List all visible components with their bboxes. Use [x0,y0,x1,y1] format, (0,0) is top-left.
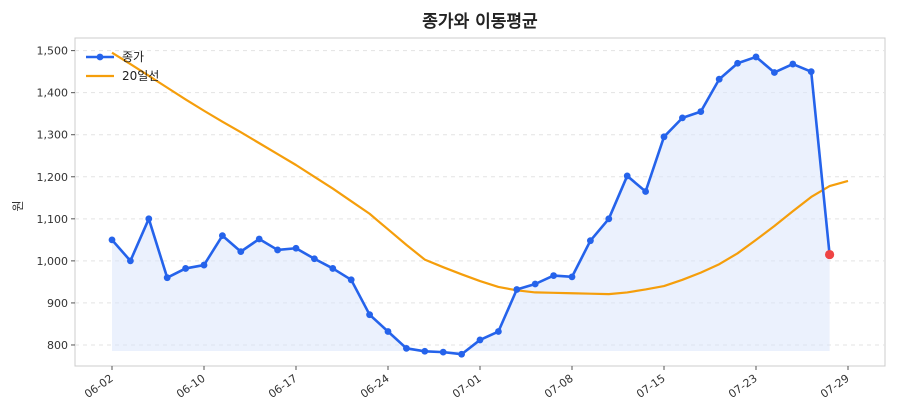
chart-title: 종가와 이동평균 [422,12,538,32]
close-point [439,348,447,356]
ma20-line [111,51,849,296]
close-point [752,53,760,61]
legend: 종가 20일선 [86,50,159,83]
close-point [734,59,741,67]
close-point [789,60,797,68]
x-tick-label: 07-23 [726,372,760,401]
close-point [697,108,705,115]
y-tick-label: 900 [47,297,68,310]
close-point [476,336,484,344]
close-point [403,344,410,352]
close-point [311,255,318,263]
y-tick-label: 800 [47,339,68,352]
close-point [108,236,116,244]
y-tick-label: 1,200 [37,171,69,184]
close-point [126,257,134,265]
y-tick-label: 1,100 [37,213,69,226]
close-point [421,347,429,355]
close-point [715,75,723,83]
close-point [366,311,373,319]
close-point [274,246,281,254]
close-point [771,69,778,76]
close-point [237,248,245,256]
x-tick-label: 07-08 [542,372,576,401]
plot-area: 800 900 1,000 1,100 1,200 1,300 1,400 1,500 06-0… [37,37,886,401]
x-tick-label: 06-24 [358,372,392,401]
x-tick-label: 07-29 [818,372,852,401]
last-close-point [825,249,835,260]
close-point [660,133,668,141]
close-point [292,244,300,252]
x-tick-label: 07-01 [450,372,484,401]
close-point [145,215,153,223]
close-point [495,328,502,335]
close-point [458,350,465,358]
close-area-fill [112,56,830,355]
close-point [347,276,355,284]
legend-close-marker [96,53,104,61]
y-tick-label: 1,300 [37,129,69,142]
close-point [679,114,686,122]
close-point [550,272,557,279]
close-point [384,328,392,335]
x-tick-label: 06-10 [174,372,208,401]
close-point [329,265,337,272]
close-point [807,68,815,76]
y-tick-label: 1,500 [37,45,69,58]
close-point [568,273,576,281]
x-tick-label: 07-15 [634,372,668,401]
x-tick-label: 06-17 [266,372,300,401]
close-line [111,55,831,356]
close-point [531,280,539,288]
close-point [623,172,631,180]
legend-ma-label: 20일선 [122,69,159,83]
close-point [513,286,521,293]
close-point [255,235,263,243]
y-tick-label: 1,400 [37,87,69,100]
y-tick-label: 1,000 [37,255,69,268]
close-point [642,188,649,195]
y-axis-label: 원 [11,200,25,211]
close-point [587,237,594,245]
legend-close-label: 종가 [122,50,144,64]
close-point [182,265,190,272]
close-point [605,215,613,223]
close-point [163,274,171,282]
close-point [219,232,226,240]
close-point [200,261,208,269]
x-tick-label: 06-02 [82,372,116,401]
